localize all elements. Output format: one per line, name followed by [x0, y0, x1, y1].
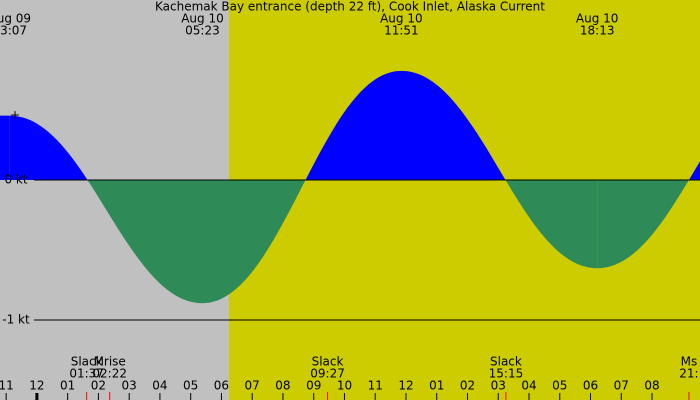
- curve-extension: [597, 161, 700, 269]
- extreme-date: Aug 09: [0, 12, 31, 26]
- event-time: 21:: [679, 367, 698, 381]
- x-tick-label: 01: [60, 379, 75, 393]
- event-label: Ms: [681, 355, 698, 369]
- extreme-date: Aug 10: [380, 12, 423, 26]
- x-tick-label: 03: [491, 379, 506, 393]
- plot-area: [0, 70, 700, 304]
- x-tick-label: 10: [337, 379, 352, 393]
- x-tick-label: 03: [122, 379, 137, 393]
- event-time: 02:22: [92, 367, 127, 381]
- x-tick-label: 05: [552, 379, 567, 393]
- x-tick-label: 08: [275, 379, 290, 393]
- event-time: 09:27: [310, 367, 345, 381]
- x-tick-label: 02: [460, 379, 475, 393]
- event-label: Slack: [490, 355, 522, 369]
- x-tick-label: 04: [152, 379, 167, 393]
- extreme-time: 05:23: [185, 24, 220, 38]
- x-tick-label: 06: [214, 379, 229, 393]
- extreme-time: 18:13: [580, 24, 615, 38]
- current-area: [9, 70, 598, 304]
- event-time: 01:37: [69, 367, 104, 381]
- x-tick-label: 02: [91, 379, 106, 393]
- x-tick-label: 12: [398, 379, 413, 393]
- extreme-time: 11:51: [384, 24, 419, 38]
- peak-marker: +: [10, 108, 20, 122]
- y-tick-label: -1 kt: [2, 313, 30, 327]
- y-tick-label: 0 kt: [4, 173, 27, 187]
- extreme-time: 23:07: [0, 24, 27, 38]
- x-tick-label: 01: [429, 379, 444, 393]
- x-tick-label: 12: [29, 379, 44, 393]
- event-label: Slack: [71, 355, 103, 369]
- x-tick-label: 09: [306, 379, 321, 393]
- x-tick-label: 05: [183, 379, 198, 393]
- x-tick-label: 11: [0, 379, 14, 393]
- chart-title: Kachemak Bay entrance (depth 22 ft), Coo…: [155, 0, 545, 14]
- x-tick-label: 07: [245, 379, 260, 393]
- x-tick-label: 06: [583, 379, 598, 393]
- x-tick-label: 07: [614, 379, 629, 393]
- x-tick-label: 08: [644, 379, 659, 393]
- event-label: Slack: [312, 355, 344, 369]
- event-time: 15:15: [489, 367, 524, 381]
- extreme-date: Aug 10: [181, 12, 224, 26]
- x-tick-label: 04: [521, 379, 536, 393]
- extreme-date: Aug 10: [576, 12, 619, 26]
- x-tick-label: 11: [368, 379, 383, 393]
- curve-extension: [0, 115, 10, 181]
- event-label: Mrise: [94, 355, 126, 369]
